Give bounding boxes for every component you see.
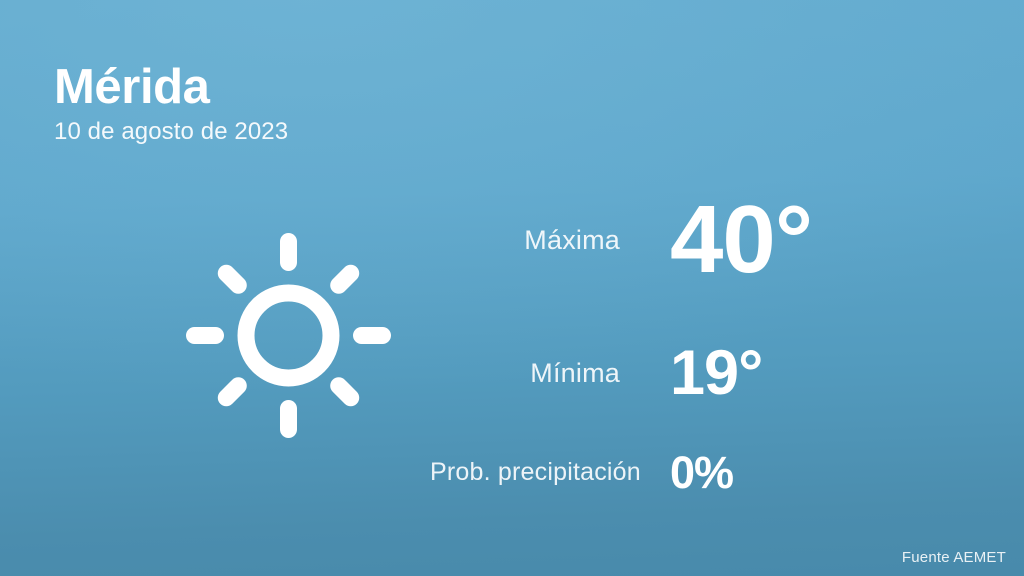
forecast-date: 10 de agosto de 2023 <box>54 117 289 145</box>
max-temp-label: Máxima <box>524 224 620 255</box>
min-temp-value: 19° <box>670 337 763 408</box>
precipitation-value: 0% <box>670 446 734 498</box>
precipitation-label: Prob. precipitación <box>430 457 641 486</box>
readings-panel: Máxima 40° Mínima 19° Prob. precipitació… <box>430 176 950 502</box>
source-attribution: Fuente AEMET <box>901 549 1006 566</box>
min-temp-label: Mínima <box>530 357 620 388</box>
sun-icon <box>186 233 391 438</box>
reading-row-precipitation: Prob. precipitación 0% <box>430 442 950 502</box>
max-temp-value: 40° <box>670 186 813 293</box>
reading-row-max: Máxima 40° <box>430 176 950 304</box>
header: Mérida 10 de agosto de 2023 <box>54 62 288 146</box>
page-title: Mérida <box>54 60 210 114</box>
reading-row-min: Mínima 19° <box>430 304 950 442</box>
